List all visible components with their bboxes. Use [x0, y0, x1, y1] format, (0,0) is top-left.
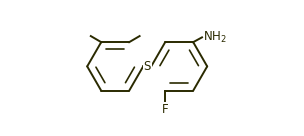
Text: NH$_2$: NH$_2$ — [203, 30, 226, 45]
Text: S: S — [143, 60, 151, 73]
Text: F: F — [162, 103, 168, 116]
